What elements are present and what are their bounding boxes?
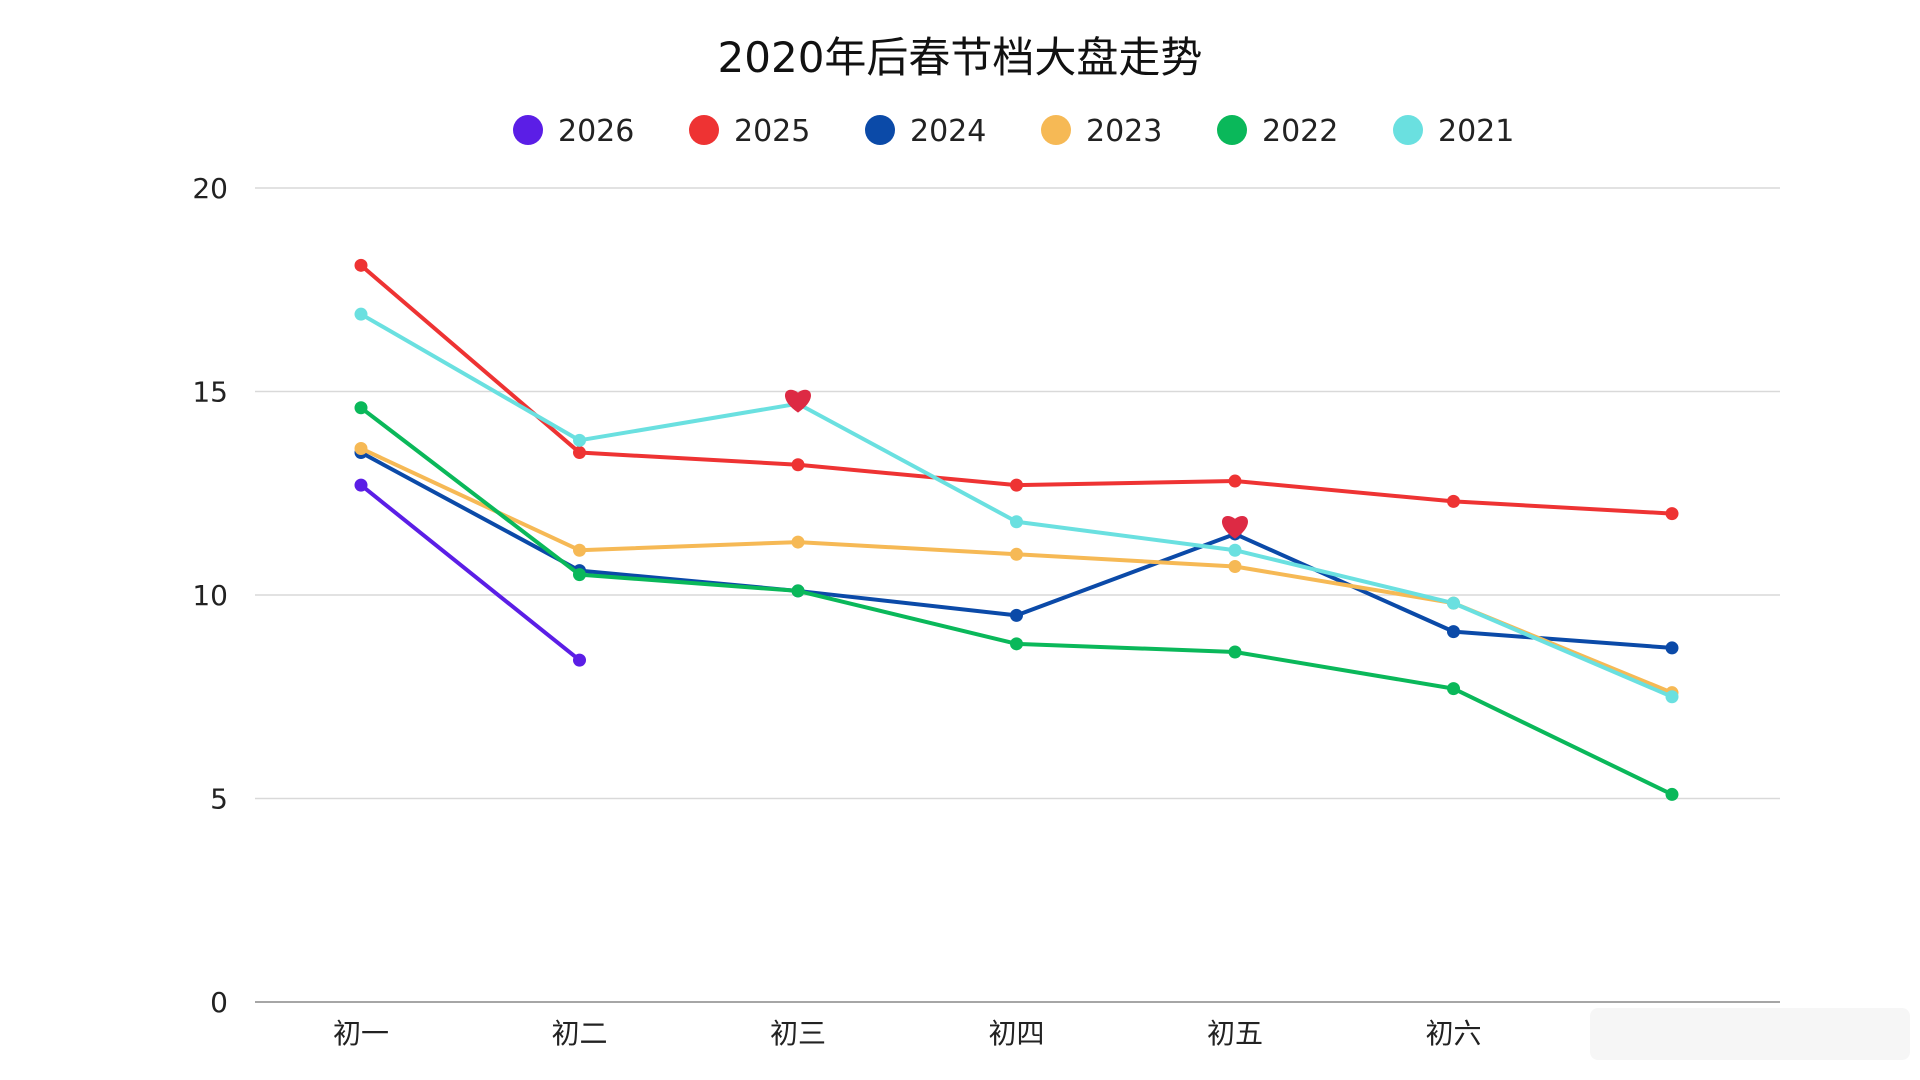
y-tick-label: 15 bbox=[192, 376, 228, 409]
series-2026 bbox=[354, 478, 586, 667]
legend-marker bbox=[1393, 115, 1423, 145]
data-point-2025-初四[interactable] bbox=[1010, 478, 1023, 492]
legend-label: 2021 bbox=[1438, 114, 1514, 149]
series-2022 bbox=[354, 401, 1679, 801]
data-point-2022-初四[interactable] bbox=[1010, 637, 1023, 651]
data-point-2022-初七[interactable] bbox=[1665, 787, 1679, 801]
data-point-2023-初一[interactable] bbox=[354, 441, 368, 455]
legend-item-2023[interactable]: 2023 bbox=[1041, 114, 1162, 149]
y-tick-label: 20 bbox=[192, 172, 228, 205]
data-point-2022-初五[interactable] bbox=[1228, 645, 1242, 659]
data-point-2022-初三[interactable] bbox=[791, 584, 805, 598]
data-point-2026-初二[interactable] bbox=[573, 653, 586, 667]
heart-icon bbox=[784, 389, 812, 413]
legend-marker bbox=[865, 115, 895, 145]
data-point-2025-初二[interactable] bbox=[573, 446, 586, 460]
data-point-2023-初三[interactable] bbox=[791, 535, 805, 549]
x-axis: 初一 初二 初三 初四 初五 初六 bbox=[333, 1017, 1482, 1050]
x-tick-label: 初三 bbox=[770, 1017, 826, 1050]
data-point-2022-初二[interactable] bbox=[573, 568, 586, 582]
x-tick-label: 初四 bbox=[988, 1017, 1044, 1050]
data-point-2021-初七[interactable] bbox=[1665, 690, 1679, 704]
legend-marker bbox=[1217, 115, 1247, 145]
legend-item-2025[interactable]: 2025 bbox=[689, 114, 810, 149]
series-line-2026 bbox=[359, 483, 582, 663]
legend-marker bbox=[1041, 115, 1071, 145]
watermark-blur bbox=[1590, 1008, 1910, 1060]
data-point-2021-初六[interactable] bbox=[1447, 596, 1460, 610]
data-point-2021-初四[interactable] bbox=[1010, 515, 1023, 529]
x-tick-label: 初六 bbox=[1425, 1017, 1481, 1050]
data-point-2023-初五[interactable] bbox=[1228, 560, 1242, 574]
legend-marker bbox=[513, 115, 543, 145]
data-point-2025-初三[interactable] bbox=[791, 458, 805, 472]
legend-item-2021[interactable]: 2021 bbox=[1393, 114, 1514, 149]
x-tick-label: 初一 bbox=[333, 1017, 389, 1050]
data-point-2021-初二[interactable] bbox=[573, 433, 586, 447]
y-tick-label: 0 bbox=[210, 986, 228, 1019]
data-point-2021-初五[interactable] bbox=[1228, 543, 1242, 557]
data-point-2022-初六[interactable] bbox=[1447, 682, 1460, 696]
legend-item-2022[interactable]: 2022 bbox=[1217, 114, 1338, 149]
y-axis: 0 5 10 15 20 bbox=[192, 172, 228, 1019]
data-point-2022-初一[interactable] bbox=[354, 401, 368, 415]
data-point-2025-初五[interactable] bbox=[1228, 474, 1242, 488]
data-point-2026-初一[interactable] bbox=[354, 478, 368, 492]
data-point-2024-初七[interactable] bbox=[1665, 641, 1679, 655]
data-point-2021-初一[interactable] bbox=[354, 307, 368, 321]
legend-label: 2025 bbox=[734, 114, 810, 149]
legend-label: 2022 bbox=[1262, 114, 1338, 149]
legend-label: 2026 bbox=[558, 114, 634, 149]
data-point-2023-初二[interactable] bbox=[573, 543, 586, 557]
data-point-2025-初六[interactable] bbox=[1447, 494, 1460, 508]
data-point-2024-初六[interactable] bbox=[1447, 625, 1460, 639]
y-tick-label: 5 bbox=[210, 783, 228, 816]
data-point-2024-初四[interactable] bbox=[1010, 608, 1023, 622]
grid bbox=[255, 187, 1780, 1003]
legend-item-2024[interactable]: 2024 bbox=[865, 114, 986, 149]
legend-marker bbox=[689, 115, 719, 145]
y-tick-label: 10 bbox=[192, 579, 228, 612]
x-tick-label: 初二 bbox=[551, 1017, 607, 1050]
legend-item-2026[interactable]: 2026 bbox=[513, 114, 634, 149]
legend: 2026 2025 2024 2023 2022 2021 bbox=[513, 114, 1514, 149]
data-point-2023-初四[interactable] bbox=[1010, 547, 1023, 561]
heart-icon bbox=[1221, 515, 1249, 539]
legend-label: 2023 bbox=[1086, 114, 1162, 149]
series-2025 bbox=[354, 258, 1679, 521]
chart-title: 2020年后春节档大盘走势 bbox=[718, 33, 1203, 82]
legend-label: 2024 bbox=[910, 114, 986, 149]
data-point-2025-初七[interactable] bbox=[1665, 507, 1679, 521]
x-tick-label: 初五 bbox=[1207, 1017, 1263, 1050]
data-point-2025-初一[interactable] bbox=[354, 258, 368, 272]
annotations bbox=[784, 389, 1249, 539]
